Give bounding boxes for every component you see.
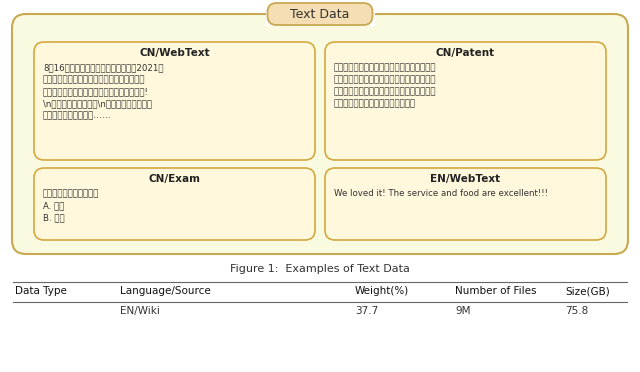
Text: 所有生物都是由细胞构成
A. 正确
B. 错误: 所有生物都是由细胞构成 A. 正确 B. 错误 (43, 189, 99, 222)
FancyBboxPatch shape (325, 42, 606, 160)
Text: 75.8: 75.8 (565, 306, 588, 316)
Text: Size(GB): Size(GB) (565, 286, 610, 296)
Text: Text Data: Text Data (291, 9, 349, 22)
Text: EN/WebText: EN/WebText (431, 174, 500, 184)
FancyBboxPatch shape (34, 42, 315, 160)
Text: Data Type: Data Type (15, 286, 67, 296)
Text: EN/Wiki: EN/Wiki (120, 306, 160, 316)
FancyBboxPatch shape (268, 3, 372, 25)
FancyBboxPatch shape (12, 14, 628, 254)
Text: 本发明涉及一种智慧城市实时管控方法，该方
法包括使用智慧城市实时管控系统以在等待人
行道通行的儿童数量过多时，基于儿童数量确
定与其成正比的绿灯开启持续时间。: 本发明涉及一种智慧城市实时管控方法，该方 法包括使用智慧城市实时管控系统以在等待… (334, 63, 436, 109)
Text: CN/WebText: CN/WebText (139, 48, 210, 58)
FancyBboxPatch shape (325, 168, 606, 240)
FancyBboxPatch shape (266, 2, 374, 26)
Text: 8月16日，江苏注协发布关于江苏考区2021年
注册会计师全国统一考试延期举行的公告，东
奥小编为大家整理具体的内容，一起来看看吧!
\n江苏考区各位考生：\n: 8月16日，江苏注协发布关于江苏考区2021年 注册会计师全国统一考试延期举行的… (43, 63, 163, 121)
Text: CN/Exam: CN/Exam (148, 174, 200, 184)
Text: Language/Source: Language/Source (120, 286, 211, 296)
Text: 9M: 9M (455, 306, 470, 316)
FancyBboxPatch shape (34, 168, 315, 240)
Text: Weight(%): Weight(%) (355, 286, 409, 296)
Text: Number of Files: Number of Files (455, 286, 536, 296)
Text: 37.7: 37.7 (355, 306, 378, 316)
Text: We loved it! The service and food are excellent!!!: We loved it! The service and food are ex… (334, 189, 548, 198)
Text: Figure 1:  Examples of Text Data: Figure 1: Examples of Text Data (230, 264, 410, 274)
Text: CN/Patent: CN/Patent (436, 48, 495, 58)
